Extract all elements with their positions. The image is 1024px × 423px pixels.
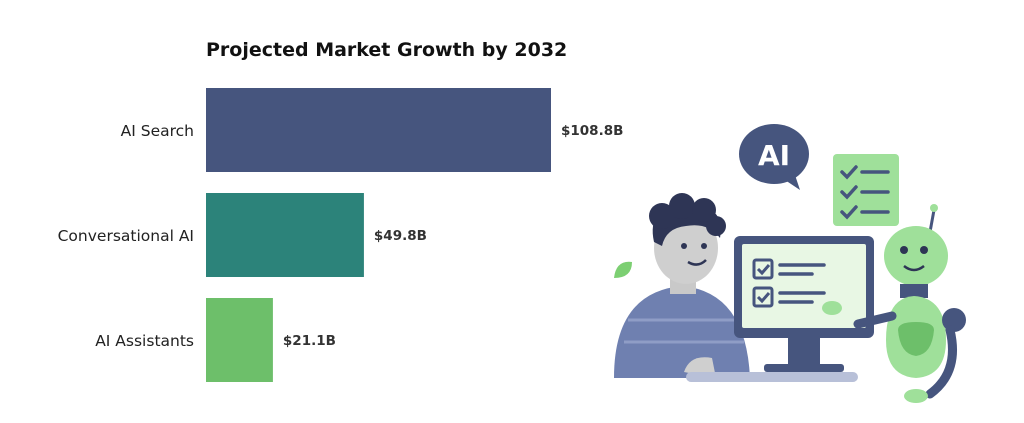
chart-title: Projected Market Growth by 2032 — [206, 39, 567, 61]
bar-chart: Projected Market Growth by 2032 AI Searc… — [58, 39, 623, 382]
value-label: $49.8B — [374, 228, 427, 244]
category-label: AI Search — [121, 122, 194, 140]
value-label: $21.1B — [283, 333, 336, 349]
value-label: $108.8B — [561, 123, 623, 139]
bar-ai-search — [206, 88, 551, 172]
leaf-icon — [614, 261, 632, 278]
person-icon — [614, 193, 750, 378]
category-label: AI Assistants — [95, 332, 194, 350]
checklist-icon — [833, 154, 899, 226]
category-label: Conversational AI — [58, 227, 194, 245]
speech-bubble-icon: AI — [739, 124, 809, 190]
speech-bubble-text: AI — [758, 139, 790, 172]
ai-illustration: AI — [614, 124, 966, 403]
robot-icon — [822, 204, 966, 403]
bar-conversational-ai — [206, 193, 364, 277]
bar-ai-assistants — [206, 298, 273, 382]
bars-group: AI Search $108.8B Conversational AI $49.8B A… — [58, 88, 623, 382]
